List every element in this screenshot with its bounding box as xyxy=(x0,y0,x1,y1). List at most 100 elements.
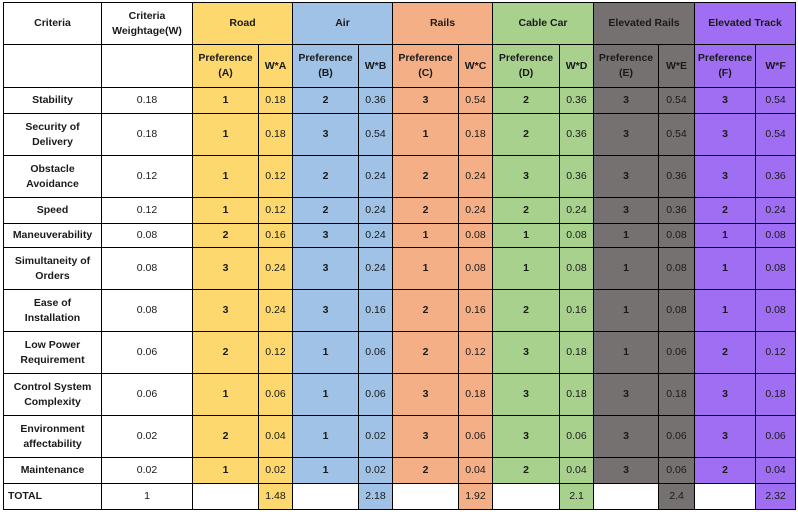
preference-value: 3 xyxy=(593,457,660,484)
weighted-score: 0.24 xyxy=(755,197,797,224)
weighted-score: 0.04 xyxy=(755,457,797,484)
decision-matrix-table: Criteria Criteria Weightage(W) Road Air … xyxy=(3,2,797,510)
weighted-score: 0.16 xyxy=(258,223,293,248)
preference-value: 3 xyxy=(593,197,660,224)
preference-value: 3 xyxy=(593,415,660,458)
weighted-score: 0.18 xyxy=(755,373,797,416)
weighted-score: 0.12 xyxy=(755,331,797,374)
criteria-weight: 0.18 xyxy=(101,87,193,114)
blank-cell xyxy=(3,44,102,88)
weighted-score: 0.06 xyxy=(258,373,293,416)
preference-value: 2 xyxy=(492,87,561,114)
weighted-score: 0.54 xyxy=(755,113,797,156)
pref-header-a: Preference (A) xyxy=(192,44,259,88)
preference-value: 1 xyxy=(392,113,459,156)
weighted-score: 0.36 xyxy=(559,155,595,198)
blank-cell xyxy=(192,483,259,510)
preference-value: 2 xyxy=(392,457,459,484)
weighted-score: 0.08 xyxy=(658,289,696,332)
preference-value: 1 xyxy=(694,247,757,290)
weighted-score: 0.06 xyxy=(658,457,696,484)
total-score: 1.48 xyxy=(258,483,293,510)
blank-cell xyxy=(101,44,193,88)
weighted-score: 0.18 xyxy=(457,113,494,156)
weighted-score: 0.24 xyxy=(457,155,494,198)
wcol-header-c: W*C xyxy=(457,44,494,88)
preference-value: 1 xyxy=(392,223,459,248)
preference-value: 2 xyxy=(492,197,561,224)
mode-header-elevated-track: Elevated Track xyxy=(694,2,797,45)
weighted-score: 0.18 xyxy=(559,373,595,416)
weighted-score: 0.54 xyxy=(358,113,393,156)
preference-value: 1 xyxy=(292,457,359,484)
preference-value: 3 xyxy=(694,155,757,198)
weighted-score: 0.12 xyxy=(258,331,293,374)
weighted-score: 0.18 xyxy=(559,331,595,374)
weighted-score: 0.06 xyxy=(457,415,494,458)
weighted-score: 0.24 xyxy=(358,197,393,224)
preference-value: 2 xyxy=(694,457,757,484)
preference-value: 2 xyxy=(292,87,359,114)
preference-value: 1 xyxy=(593,331,660,374)
criteria-weight: 0.18 xyxy=(101,113,193,156)
weighted-score: 0.18 xyxy=(258,113,293,156)
criteria-name: Control System Complexity xyxy=(3,373,102,416)
weighted-score: 0.04 xyxy=(258,415,293,458)
pref-header-c: Preference (C) xyxy=(392,44,459,88)
mode-header-rails: Rails xyxy=(391,2,494,45)
pref-header-f: Preference (F) xyxy=(694,44,757,88)
criteria-name: Speed xyxy=(3,197,102,224)
weighted-score: 0.36 xyxy=(559,87,595,114)
preference-value: 3 xyxy=(694,87,757,114)
preference-value: 3 xyxy=(492,155,561,198)
weighted-score: 0.02 xyxy=(258,457,293,484)
table-row: Control System Complexity 0.06 1 0.06 1 0.06 3… xyxy=(3,373,797,416)
weighted-score: 0.08 xyxy=(658,247,696,290)
preference-value: 3 xyxy=(694,373,757,416)
preference-value: 1 xyxy=(192,373,259,416)
preference-value: 1 xyxy=(593,223,660,248)
weighted-score: 0.36 xyxy=(658,155,696,198)
total-label: TOTAL xyxy=(3,483,102,510)
preference-value: 1 xyxy=(192,155,259,198)
preference-value: 3 xyxy=(593,113,660,156)
criteria-name: Obstacle Avoidance xyxy=(3,155,102,198)
weighted-score: 0.36 xyxy=(755,155,797,198)
criteria-name: Security of Delivery xyxy=(3,113,102,156)
preference-value: 3 xyxy=(593,155,660,198)
pref-header-d: Preference (D) xyxy=(492,44,561,88)
preference-value: 3 xyxy=(492,415,561,458)
weighted-score: 0.02 xyxy=(358,415,393,458)
preference-value: 1 xyxy=(192,197,259,224)
weightage-header: Criteria Weightage(W) xyxy=(101,2,193,45)
weighted-score: 0.24 xyxy=(559,197,595,224)
pref-header-b: Preference (B) xyxy=(292,44,359,88)
preference-value: 2 xyxy=(192,331,259,374)
weighted-score: 0.24 xyxy=(457,197,494,224)
criteria-name: Maneuverability xyxy=(3,223,102,248)
weighted-score: 0.08 xyxy=(658,223,696,248)
weighted-score: 0.54 xyxy=(658,87,696,114)
preference-value: 2 xyxy=(392,289,459,332)
preference-value: 1 xyxy=(492,223,561,248)
preference-value: 2 xyxy=(192,415,259,458)
weighted-score: 0.08 xyxy=(559,247,595,290)
total-score: 1.92 xyxy=(457,483,494,510)
weighted-score: 0.16 xyxy=(358,289,393,332)
total-score: 2.18 xyxy=(358,483,393,510)
weighted-score: 0.06 xyxy=(559,415,595,458)
preference-value: 1 xyxy=(694,223,757,248)
preference-value: 1 xyxy=(192,457,259,484)
preference-value: 2 xyxy=(392,155,459,198)
mode-header-air: Air xyxy=(292,2,393,45)
weighted-score: 0.24 xyxy=(358,223,393,248)
wcol-header-a: W*A xyxy=(258,44,293,88)
table-row: Stability 0.18 1 0.18 2 0.36 3 0.54 2 0.36 3 0.54 3 0… xyxy=(3,87,797,114)
preference-value: 2 xyxy=(392,197,459,224)
weighted-score: 0.08 xyxy=(559,223,595,248)
preference-value: 3 xyxy=(292,289,359,332)
weighted-score: 0.16 xyxy=(457,289,494,332)
criteria-weight: 0.02 xyxy=(101,457,193,484)
weighted-score: 0.06 xyxy=(755,415,797,458)
preference-value: 2 xyxy=(292,155,359,198)
